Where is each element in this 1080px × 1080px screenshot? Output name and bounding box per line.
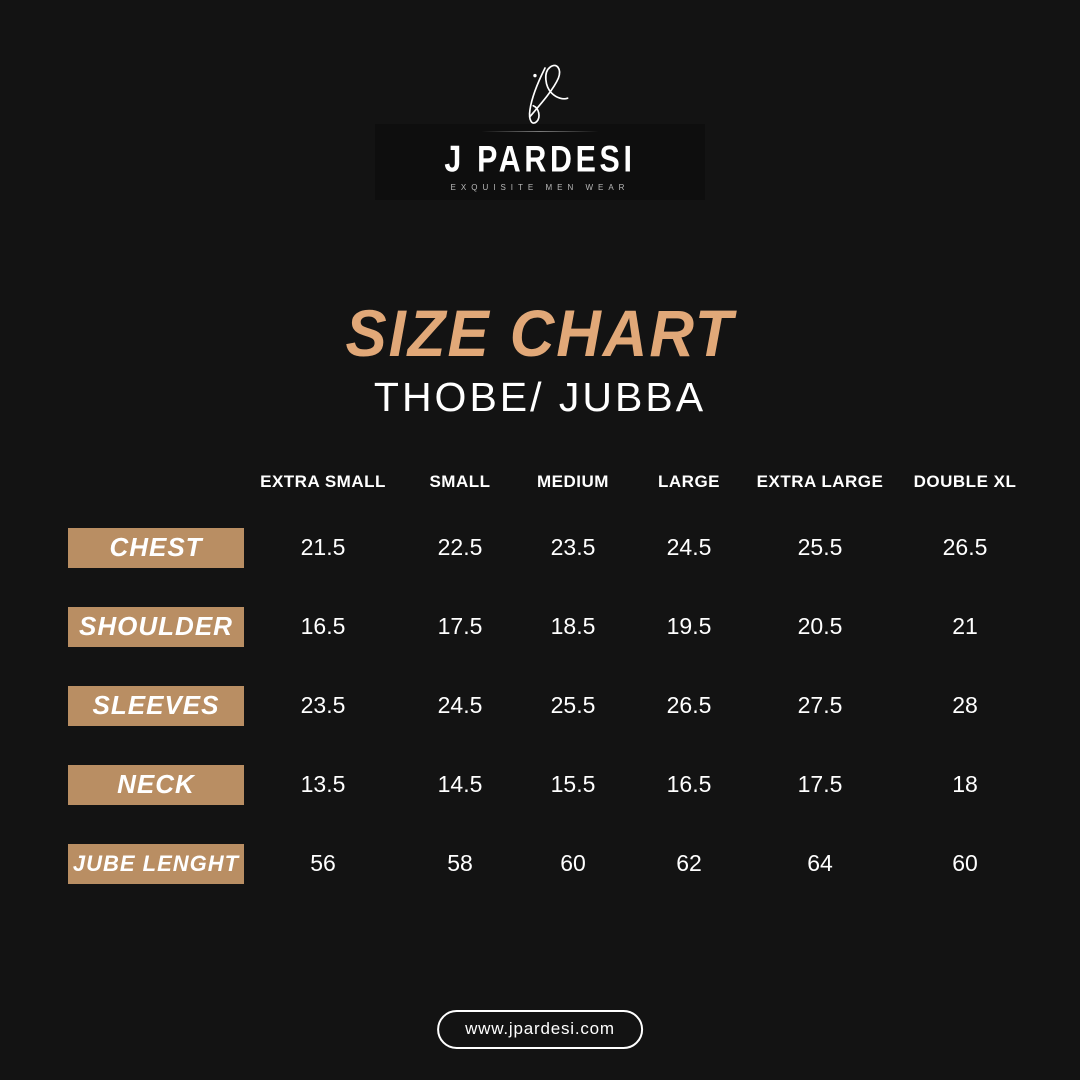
cell-sleeves-s: 24.5 <box>437 692 483 718</box>
website-link[interactable]: www.jpardesi.com <box>437 1010 643 1049</box>
cell-shoulder-xs: 16.5 <box>300 613 346 639</box>
column-header-extra-large: EXTRA LARGE <box>756 472 884 491</box>
cell-neck-xs: 13.5 <box>300 771 346 797</box>
cell-chest-m: 23.5 <box>550 534 596 560</box>
cell-shoulder-s: 17.5 <box>437 613 483 639</box>
brand-name: J PARDESI <box>444 138 636 180</box>
column-header-medium: MEDIUM <box>537 472 609 491</box>
cell-jube-m: 60 <box>560 850 586 876</box>
logo-divider <box>481 131 599 132</box>
cell-sleeves-xs: 23.5 <box>300 692 346 718</box>
column-header-extra-small: EXTRA SMALL <box>260 472 386 491</box>
cell-chest-xl: 25.5 <box>797 534 843 560</box>
cell-chest-s: 22.5 <box>437 534 483 560</box>
jp-monogram-icon <box>528 64 569 124</box>
column-header-large: LARGE <box>658 472 720 491</box>
cell-neck-xxl: 18 <box>952 771 978 797</box>
cell-jube-s: 58 <box>447 850 473 876</box>
row-label-jube-lenght: JUBE LENGHT <box>68 843 244 884</box>
page-title: SIZE CHART <box>345 297 735 371</box>
column-header-small: SMALL <box>429 472 491 491</box>
brand-logo: J PARDESI EXQUISITE MEN WEAR <box>0 58 1080 192</box>
cell-sleeves-l: 26.5 <box>666 692 712 718</box>
column-header-double-xl: DOUBLE XL <box>913 472 1017 491</box>
cell-jube-l: 62 <box>676 850 702 876</box>
cell-shoulder-l: 19.5 <box>666 613 712 639</box>
row-label-chest: CHEST <box>68 527 244 568</box>
cell-neck-s: 14.5 <box>437 771 483 797</box>
cell-neck-l: 16.5 <box>666 771 712 797</box>
cell-neck-xl: 17.5 <box>797 771 843 797</box>
cell-shoulder-xxl: 21 <box>952 613 978 639</box>
cell-jube-xs: 56 <box>310 850 336 876</box>
cell-sleeves-xl: 27.5 <box>797 692 843 718</box>
cell-shoulder-xl: 20.5 <box>797 613 843 639</box>
cell-neck-m: 15.5 <box>550 771 596 797</box>
logo-backdrop <box>375 124 705 200</box>
title-block: SIZE CHART THOBE/ JUBBA <box>0 298 1080 421</box>
cell-sleeves-xxl: 28 <box>952 692 978 718</box>
cell-jube-xl: 64 <box>807 850 833 876</box>
cell-chest-xxl: 26.5 <box>942 534 988 560</box>
page-subtitle: THOBE/ JUBBA <box>373 374 707 420</box>
cell-shoulder-m: 18.5 <box>550 613 596 639</box>
size-chart-table: EXTRA SMALL SMALL MEDIUM LARGE EXTRA LAR… <box>68 456 1040 903</box>
cell-jube-xxl: 60 <box>952 850 978 876</box>
row-label-shoulder: SHOULDER <box>68 606 244 647</box>
cell-chest-l: 24.5 <box>666 534 712 560</box>
cell-chest-xs: 21.5 <box>300 534 346 560</box>
row-label-neck: NECK <box>68 764 244 805</box>
cell-sleeves-m: 25.5 <box>550 692 596 718</box>
brand-tagline: EXQUISITE MEN WEAR <box>450 183 630 192</box>
row-label-sleeves: SLEEVES <box>68 685 244 726</box>
